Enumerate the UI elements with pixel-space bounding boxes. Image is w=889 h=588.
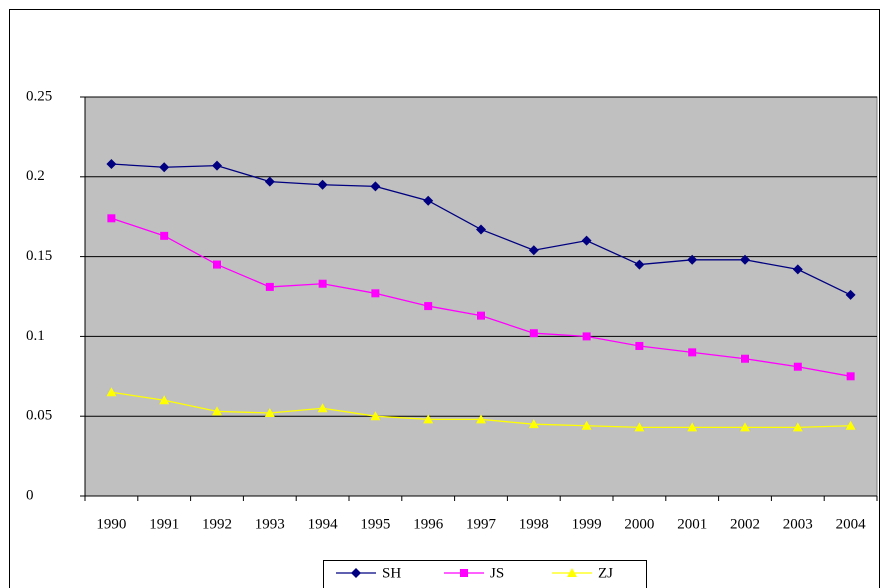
marker xyxy=(740,254,750,265)
plot-area xyxy=(84,96,878,497)
marker xyxy=(264,408,275,418)
x-tick-label: 1999 xyxy=(572,516,602,532)
y-tick-label: 0 xyxy=(26,487,34,503)
marker xyxy=(529,329,538,338)
marker xyxy=(212,160,222,171)
y-tick-label: 0.25 xyxy=(26,88,52,104)
marker xyxy=(370,411,381,421)
marker xyxy=(741,354,749,363)
marker xyxy=(159,162,170,173)
x-tick-label: 2002 xyxy=(730,516,760,532)
marker xyxy=(213,260,221,269)
x-tick-label: 1990 xyxy=(96,516,126,532)
x-tick-label: 2001 xyxy=(677,516,707,532)
marker xyxy=(528,245,539,256)
y-tick-label: 0.2 xyxy=(26,168,45,184)
legend-label: JS xyxy=(490,565,504,581)
legend-label: ZJ xyxy=(598,565,613,581)
marker xyxy=(792,422,803,432)
legend-label: SH xyxy=(382,565,401,581)
marker xyxy=(582,332,591,341)
marker xyxy=(581,420,592,430)
y-tick-label: 0.05 xyxy=(26,408,52,424)
marker xyxy=(845,420,856,430)
marker xyxy=(845,289,856,300)
marker xyxy=(477,311,485,320)
x-tick-label: 1997 xyxy=(466,516,497,532)
marker xyxy=(635,341,644,350)
x-tick-label: 1996 xyxy=(413,516,444,532)
x-tick-label: 1991 xyxy=(149,516,179,532)
x-tick-label: 1994 xyxy=(308,516,339,532)
marker xyxy=(264,176,275,187)
marker xyxy=(581,235,592,246)
marker xyxy=(159,395,170,405)
y-tick-label: 0.1 xyxy=(26,328,45,344)
marker xyxy=(792,264,803,275)
marker xyxy=(212,406,222,416)
marker xyxy=(423,195,434,206)
x-tick-label: 2003 xyxy=(783,516,813,532)
marker xyxy=(423,414,434,424)
marker xyxy=(687,422,698,432)
marker xyxy=(106,387,117,397)
marker xyxy=(424,302,433,311)
marker xyxy=(567,568,577,577)
marker xyxy=(351,568,361,578)
marker xyxy=(160,231,169,240)
x-tick-label: 2004 xyxy=(836,516,867,532)
marker xyxy=(265,282,274,291)
marker xyxy=(370,181,381,192)
x-tick-label: 2000 xyxy=(624,516,654,532)
marker xyxy=(688,348,697,357)
marker xyxy=(634,259,645,270)
legend-box xyxy=(323,560,647,588)
marker xyxy=(476,414,486,424)
marker xyxy=(687,254,698,265)
y-tick-label: 0.15 xyxy=(26,248,52,264)
marker xyxy=(793,362,802,371)
marker xyxy=(317,403,328,413)
marker xyxy=(318,279,327,288)
marker xyxy=(106,159,117,170)
marker xyxy=(107,214,116,223)
marker xyxy=(846,372,855,381)
marker xyxy=(476,224,486,235)
marker xyxy=(460,569,468,577)
marker xyxy=(528,419,539,429)
marker xyxy=(740,422,750,432)
marker xyxy=(371,289,380,298)
legend: SH JS ZJ xyxy=(323,560,647,588)
x-tick-label: 1992 xyxy=(202,516,232,532)
marker xyxy=(634,422,645,432)
x-tick-label: 1993 xyxy=(255,516,285,532)
x-tick-label: 1995 xyxy=(360,516,390,532)
marker xyxy=(317,179,328,190)
x-tick-label: 1998 xyxy=(519,516,549,532)
